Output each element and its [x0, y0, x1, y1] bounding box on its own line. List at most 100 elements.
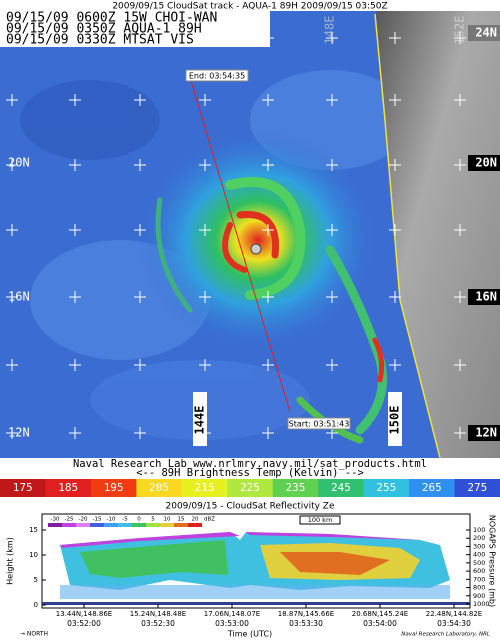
y2-tick-label: 100 [473, 526, 485, 534]
dbz-swatch [132, 523, 146, 527]
dbz-swatch [62, 523, 76, 527]
storm [138, 130, 378, 350]
credit: Naval Research Lab www.nrlmry.navy.mil/s… [73, 458, 427, 470]
y2-tick-label: 1000 [473, 600, 490, 608]
dbz-tick-label: 0 [137, 517, 141, 523]
y-tick-label: 5 [34, 576, 38, 584]
dbz-tick-label: 5 [151, 517, 155, 523]
dbz-swatch [90, 523, 104, 527]
x-time-label: 03:54:30 [437, 619, 471, 628]
dbz-swatch [146, 523, 160, 527]
header: 2009/09/15 CloudSat track - AQUA-1 89H 2… [112, 2, 387, 12]
dbz-swatch [76, 523, 90, 527]
latitude-label: 16N [8, 290, 30, 304]
y-tick-label: 15 [29, 526, 38, 534]
x-time-label: 03:53:00 [215, 619, 249, 628]
colorbar-label: 255 [376, 481, 396, 494]
scale-box [299, 515, 341, 525]
label-box [468, 25, 500, 41]
latitude-label: 20N [8, 156, 30, 170]
info-box [0, 11, 270, 47]
colorbar-segment [0, 479, 46, 497]
latitude-label: 12N [8, 426, 30, 440]
y2-tick-label: 200 [473, 534, 485, 542]
longitude-labels: 144E 150E 148E 152E [193, 16, 467, 446]
swath-edge [374, 13, 441, 459]
longitude-label: 148E [323, 16, 337, 45]
x-location-label: 20.68N,145.24E [352, 610, 408, 618]
reflectivity-curtain [42, 532, 470, 605]
longitude-label: 144E [193, 406, 207, 435]
colorbar-title: <-- 89H Brightness Temp (Kelvin) --> [136, 467, 364, 479]
latitude-labels: 24N 20N 20N 16N 16N 12N 12N [8, 25, 500, 441]
colorbar-segment [45, 479, 92, 497]
dbz-tick-label: -20 [79, 517, 88, 523]
end-box [185, 69, 249, 82]
direction: → NORTH [20, 631, 48, 638]
spiral-bands [155, 177, 387, 444]
colorbar-segment [363, 479, 410, 497]
y-tick-label: 10 [29, 551, 38, 559]
y-tick-label: 0 [34, 601, 38, 609]
track-end: End: 03:54:35 [189, 72, 245, 81]
dbz-tick-label: -10 [107, 517, 116, 523]
x-location-label: 18.87N,145.66E [278, 610, 334, 618]
eye [250, 243, 262, 255]
y2-tick-label: 700 [473, 575, 485, 583]
dbz-swatch [160, 523, 174, 527]
dbz-scale: -30 -25 -20 -15 -10 -5 0 5 10 15 20 dBZ [48, 517, 215, 527]
colorbar-segment [409, 479, 456, 497]
y2-tick-label: 400 [473, 551, 485, 559]
label-box [468, 289, 500, 305]
scale-label: 100 km [308, 516, 333, 524]
latitude-label: 20N [475, 156, 497, 170]
dbz-swatch [174, 523, 188, 527]
profile-credit: Naval Research Laboratory, NRL [401, 632, 490, 638]
label-box [468, 155, 500, 171]
colorbar-label: 205 [149, 481, 169, 494]
colorbar-segment [272, 479, 319, 497]
colorbar-label: 185 [58, 481, 78, 494]
visible-imagery [375, 0, 500, 458]
header-bar [0, 0, 500, 11]
info-line: 09/15/09 0600Z 15W CHOI-WAN [6, 11, 217, 26]
y-axis-label: Height (km) [6, 537, 15, 585]
y2-tick-label: 500 [473, 559, 485, 567]
colorbar-label: 275 [467, 481, 487, 494]
y2-axis-label: NOGAPS Pressure (mb) [488, 515, 497, 607]
dbz-tick-label: -5 [122, 517, 128, 523]
latitude-label: 16N [475, 290, 497, 304]
colorbar: 175 185 195 205 215 225 235 245 255 265 275 [0, 479, 500, 497]
colorbar-label: 235 [286, 481, 306, 494]
colorbar-segment [454, 479, 500, 497]
cloudsat-track [188, 73, 291, 413]
x-time-label: 03:52:00 [67, 619, 101, 628]
colorbar-segment [90, 479, 137, 497]
colorbar-label: 225 [240, 481, 260, 494]
x-location-label: 17.06N,148.07E [204, 610, 260, 618]
dbz-swatch [48, 523, 62, 527]
colorbar-segment [318, 479, 365, 497]
dbz-tick-label: 20 [192, 517, 199, 523]
dbz-tick-label: -30 [51, 517, 60, 523]
x-axis-label: Time (UTC) [227, 630, 272, 639]
latitude-label: 12N [475, 426, 497, 440]
dbz-tick-label: 15 [178, 517, 185, 523]
colorbar-label: 215 [195, 481, 215, 494]
longitude-label: 150E [388, 406, 402, 435]
x-location-label: 13.44N,148.86E [56, 610, 112, 618]
dbz-tick-label: -25 [65, 517, 74, 523]
label-box [468, 425, 500, 441]
dbz-swatch [118, 523, 132, 527]
longitude-label: 152E [453, 16, 467, 45]
colorbar-label: 265 [422, 481, 442, 494]
info-line: 09/15/09 0350Z AQUA-1 89H [6, 22, 202, 37]
y2-tick-label: 300 [473, 542, 485, 550]
dbz-swatch [104, 523, 118, 527]
y2-tick-label: 600 [473, 567, 485, 575]
colorbar-label: 195 [104, 481, 124, 494]
